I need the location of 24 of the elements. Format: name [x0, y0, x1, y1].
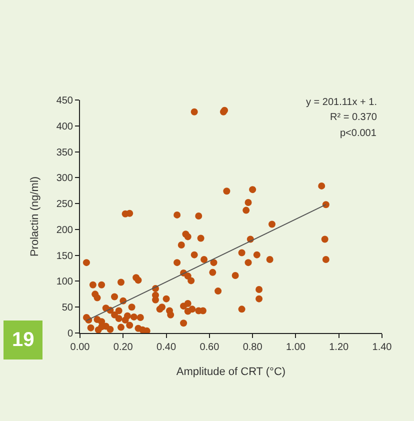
- x-tick-label: 0.40: [156, 342, 176, 353]
- y-axis-title: Prolactin (ng/ml): [28, 176, 41, 257]
- y-tick-label: 0: [67, 328, 74, 340]
- y-tick-label: 350: [56, 147, 74, 158]
- x-tick-label: 0.20: [113, 342, 134, 353]
- y-tick-label: 100: [56, 276, 74, 288]
- y-tick-label: 200: [56, 224, 74, 236]
- y-tick-label: 50: [62, 302, 74, 314]
- y-tick-label: 300: [56, 173, 74, 184]
- y-tick-label: 400: [56, 121, 74, 132]
- y-tick-label: 450: [56, 96, 74, 106]
- x-tick-label: 1.40: [372, 342, 392, 353]
- annotation: R² = 0.370: [330, 112, 378, 123]
- x-tick-label: 0.60: [200, 342, 220, 353]
- y-tick-label: 250: [56, 199, 74, 210]
- x-tick-label: 1.00: [286, 342, 306, 353]
- text: 19: [12, 329, 34, 351]
- x-tick-label: 0.80: [242, 342, 263, 353]
- annotation: y = 201.11x + 1.: [306, 97, 377, 108]
- x-axis-title: Amplitude of CRT (°C): [176, 366, 286, 378]
- x-tick-label: 0.00: [70, 342, 90, 353]
- x-tick-label: 1.20: [329, 342, 350, 353]
- y-tick-label: 150: [56, 250, 74, 262]
- annotation: p<0.001: [340, 128, 377, 139]
